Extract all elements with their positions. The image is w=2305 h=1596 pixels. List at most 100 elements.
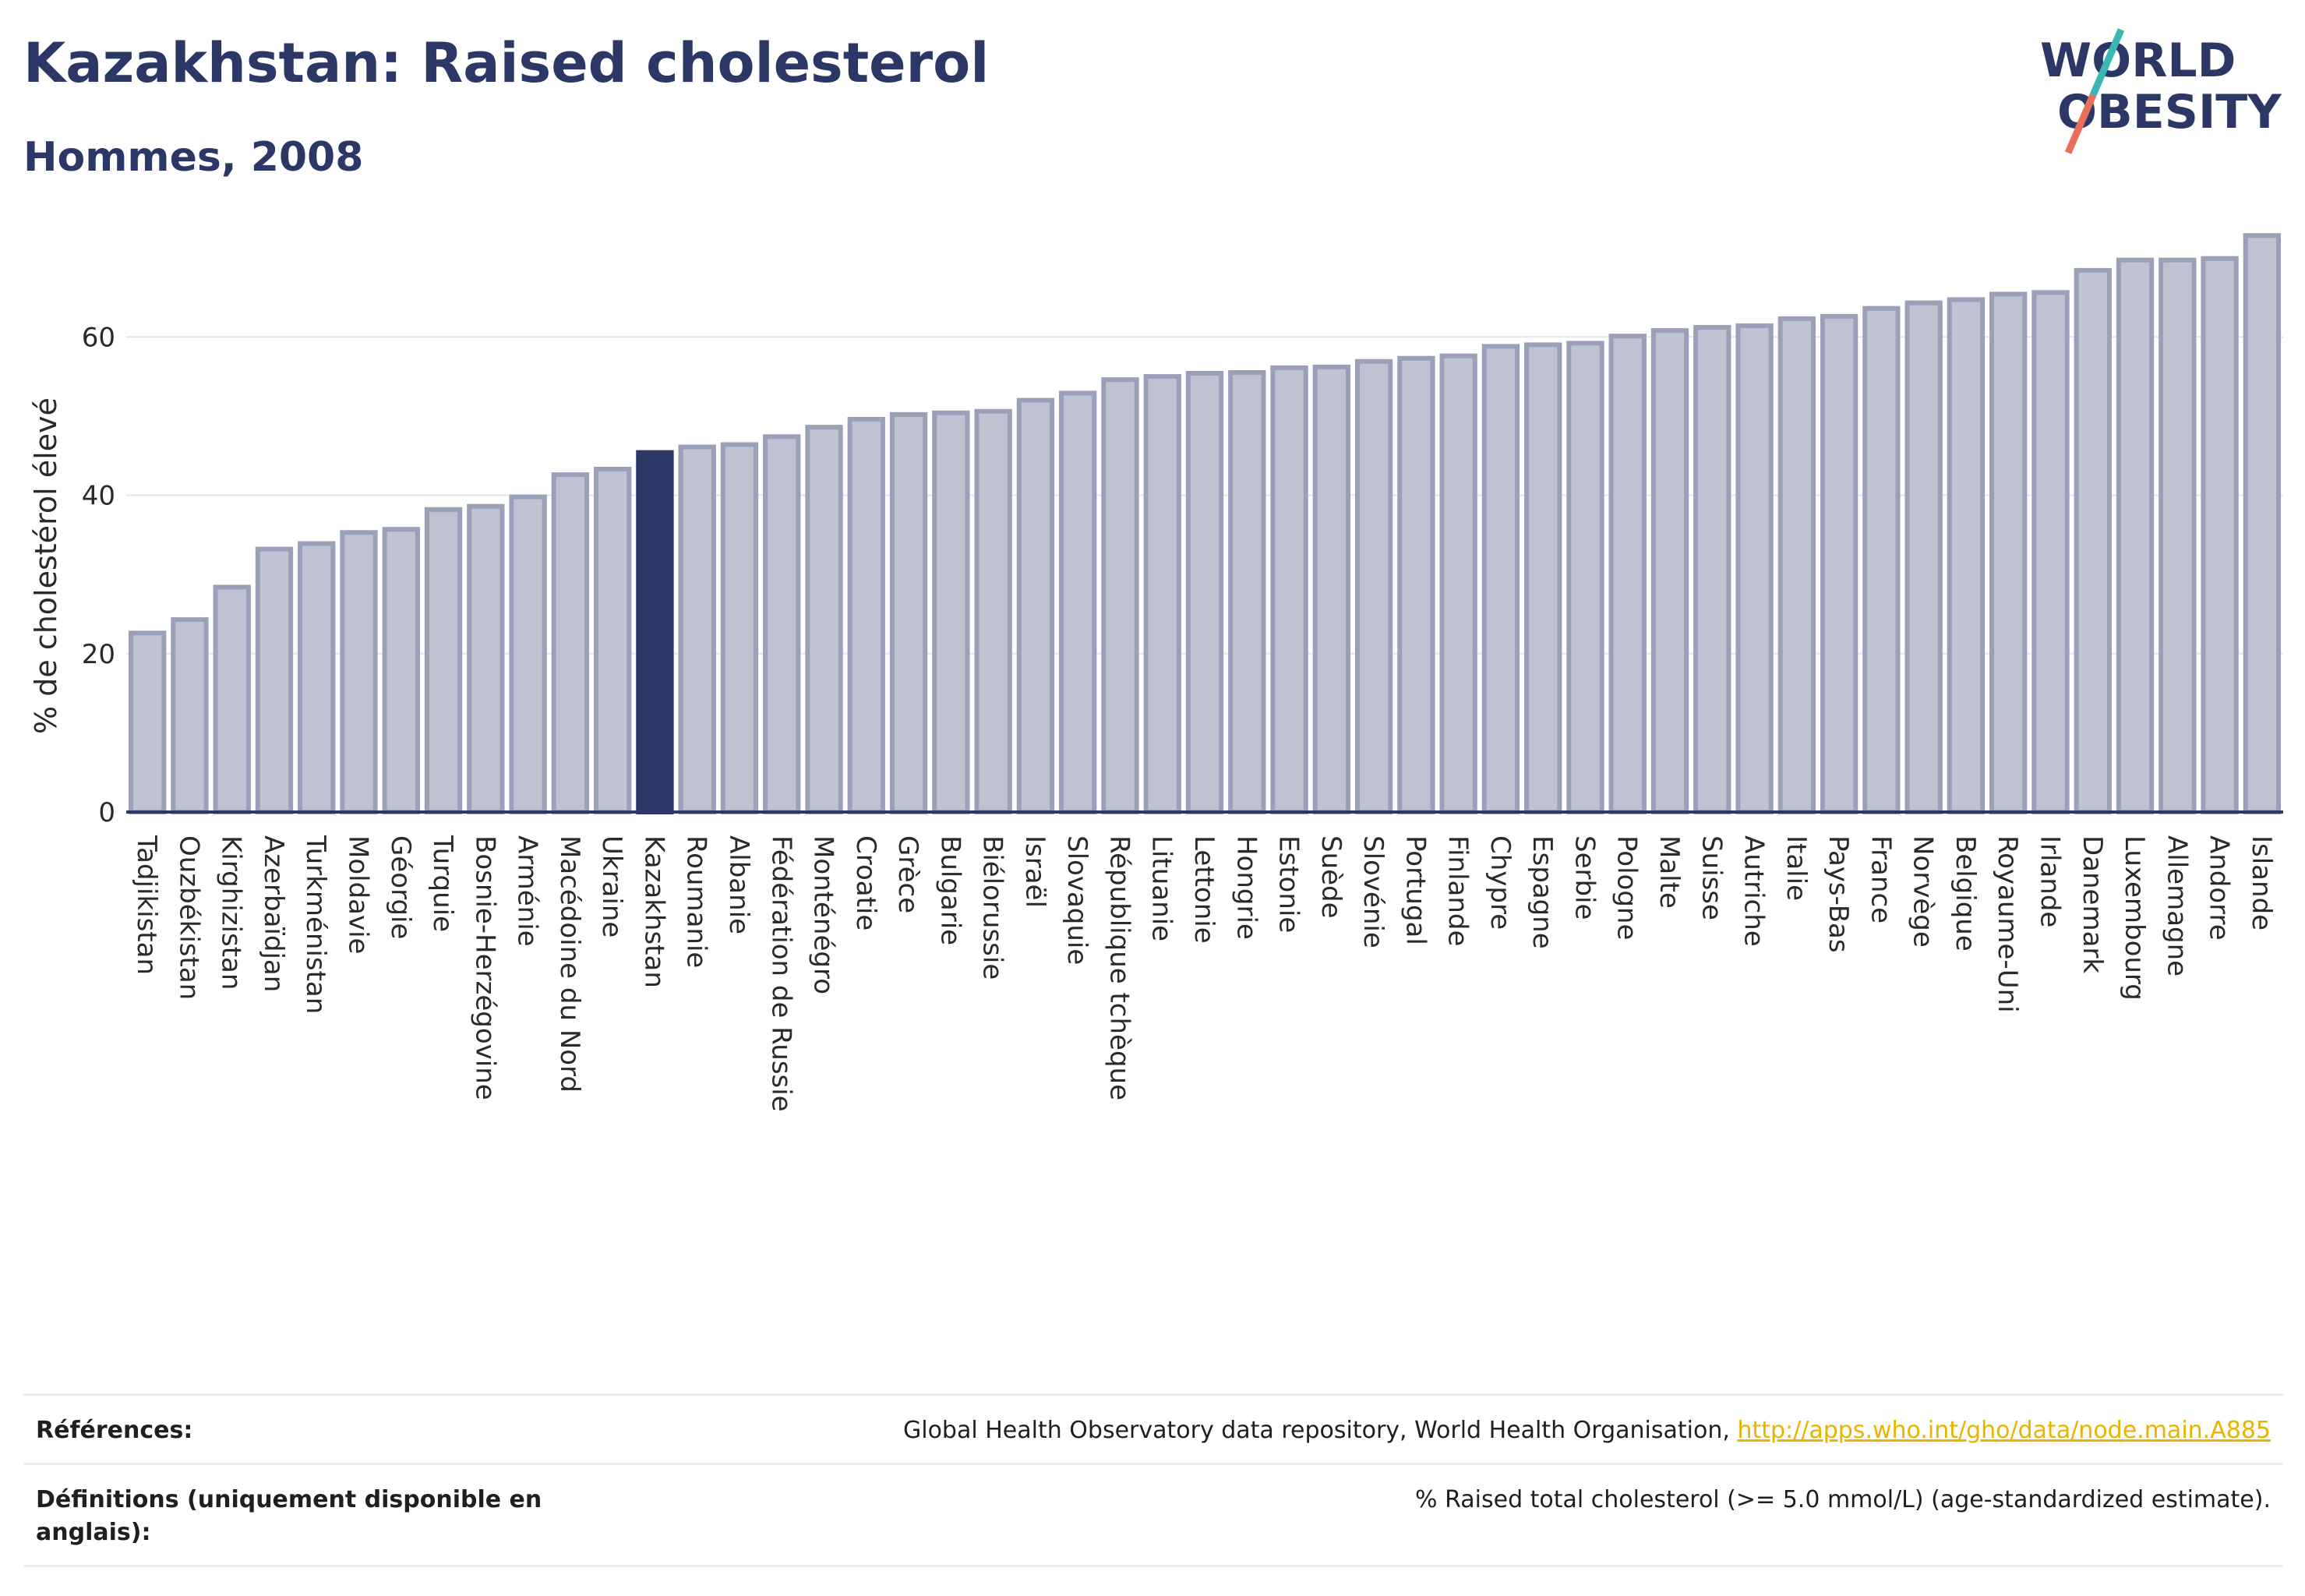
bar (1608, 334, 1647, 815)
x-category-label: Kirghizistan (216, 835, 247, 990)
x-category-label: Islande (2246, 835, 2277, 930)
definitions-row: Définitions (uniquement disponible en an… (23, 1463, 2283, 1567)
bar (128, 630, 167, 815)
bar (889, 411, 928, 814)
x-category-label: Portugal (1400, 835, 1431, 945)
x-category-label: Monténégro (808, 835, 839, 994)
bar (1397, 355, 1435, 814)
x-category-label: Bosnie-Herzégovine (469, 835, 500, 1100)
x-category-label: Pays-Bas (1823, 835, 1854, 953)
x-category-label: Slovénie (1357, 835, 1389, 948)
x-category-label: Tadjikistan (131, 835, 162, 975)
x-category-label: Italie (1781, 835, 1812, 901)
x-category-label: Roumanie (681, 835, 712, 968)
bar (763, 434, 801, 815)
chart-subtitle: Hommes, 2008 (23, 134, 364, 181)
definitions-value: % Raised total cholesterol (>= 5.0 mmol/… (1415, 1486, 2271, 1513)
x-category-label: Allemagne (2161, 835, 2192, 976)
y-tick-labels: 0 20 40 60 (82, 322, 115, 828)
bar (2031, 290, 2070, 814)
x-category-label: Turquie (427, 835, 458, 932)
bar (551, 472, 590, 815)
x-category-label: Belgique (1950, 835, 1981, 952)
bar (2074, 267, 2112, 815)
x-category-label: République tchèque (1103, 835, 1135, 1100)
bar (213, 584, 251, 814)
bar (1777, 316, 1816, 815)
x-category-label: Grèce (892, 835, 923, 913)
bars (128, 233, 2282, 815)
x-category-label: Lettonie (1188, 835, 1220, 944)
x-category-label: Luxembourg (2119, 835, 2150, 1001)
y-tick-label: 20 (82, 639, 115, 670)
bar-chart: 0 20 40 60 Tadjikistan Ouzbékistan Kirghizist… (29, 233, 2283, 1112)
bar (1862, 305, 1901, 815)
bar (255, 546, 294, 814)
x-category-label: Macédoine du Nord (554, 835, 585, 1093)
bar (1101, 377, 1139, 814)
bar-highlighted (636, 450, 674, 814)
y-tick-label: 40 (82, 481, 115, 512)
bar (340, 530, 378, 815)
bar (382, 527, 420, 814)
bar (1566, 341, 1604, 814)
x-category-label: Israël (1019, 835, 1050, 908)
bar (1059, 390, 1097, 814)
x-category-label: Finlande (1442, 835, 1474, 946)
y-axis-label: % de cholestérol élevé (29, 397, 63, 734)
x-category-label: Hongrie (1230, 835, 1262, 940)
bar (593, 466, 632, 814)
x-category-label: Moldavie (343, 835, 374, 955)
x-category-label: Azerbaïdjan (258, 835, 289, 992)
bar (2116, 257, 2155, 814)
x-category-label: Autriche (1738, 835, 1770, 947)
bar (2201, 256, 2239, 814)
bar (1820, 313, 1858, 815)
bar (1947, 297, 1986, 814)
x-category-label: Suède (1315, 835, 1347, 919)
bar (1735, 323, 1774, 815)
bar (171, 617, 209, 814)
x-category-label: Ukraine (596, 835, 627, 937)
x-category-label: Suisse (1696, 835, 1727, 920)
bar (1143, 374, 1181, 815)
bar (1904, 300, 1943, 814)
bar (1989, 291, 2028, 814)
references-link[interactable]: http://apps.who.int/gho/data/node.main.A… (1737, 1417, 2271, 1444)
bar (467, 503, 505, 814)
logo-line1: WORLD (2040, 34, 2236, 88)
bar (1524, 342, 1562, 814)
y-tick-label: 60 (82, 322, 115, 353)
x-category-label: Fédération de Russie (765, 835, 796, 1112)
bar (1185, 371, 1224, 814)
references-value: Global Health Observatory data repositor… (903, 1414, 2271, 1447)
bar (509, 494, 547, 814)
x-category-label: Irlande (2034, 835, 2065, 927)
bar (424, 507, 463, 814)
bar (1354, 358, 1393, 815)
bar (1228, 370, 1266, 814)
bar (1650, 328, 1689, 814)
x-category-label: Norvège (1908, 835, 1939, 948)
x-category-label: Lituanie (1146, 835, 1177, 941)
definitions-label: Définitions (uniquement disponible en an… (36, 1486, 542, 1546)
bar (298, 541, 336, 814)
x-category-label: Pologne (1611, 835, 1643, 940)
bar (974, 408, 1012, 814)
bar (1693, 325, 1731, 814)
x-category-label: Royaume-Uni (1992, 835, 2023, 1013)
bar (847, 416, 885, 815)
x-category-label: France (1865, 835, 1896, 923)
bar (2159, 257, 2197, 814)
x-category-label: Chypre (1484, 835, 1516, 930)
x-category-labels: Tadjikistan Ouzbékistan Kirghizistan Azerba… (131, 835, 2277, 1112)
x-category-label: Géorgie (385, 835, 416, 939)
x-category-label: Ouzbékistan (173, 835, 204, 1000)
world-obesity-logo: WORLD OBESITY (2040, 28, 2282, 154)
bar (1481, 344, 1520, 815)
bar (1312, 364, 1350, 814)
bar (1439, 353, 1477, 814)
x-category-label: Danemark (2077, 835, 2108, 973)
x-category-label: Andorre (2204, 835, 2235, 941)
bar (1016, 397, 1055, 814)
